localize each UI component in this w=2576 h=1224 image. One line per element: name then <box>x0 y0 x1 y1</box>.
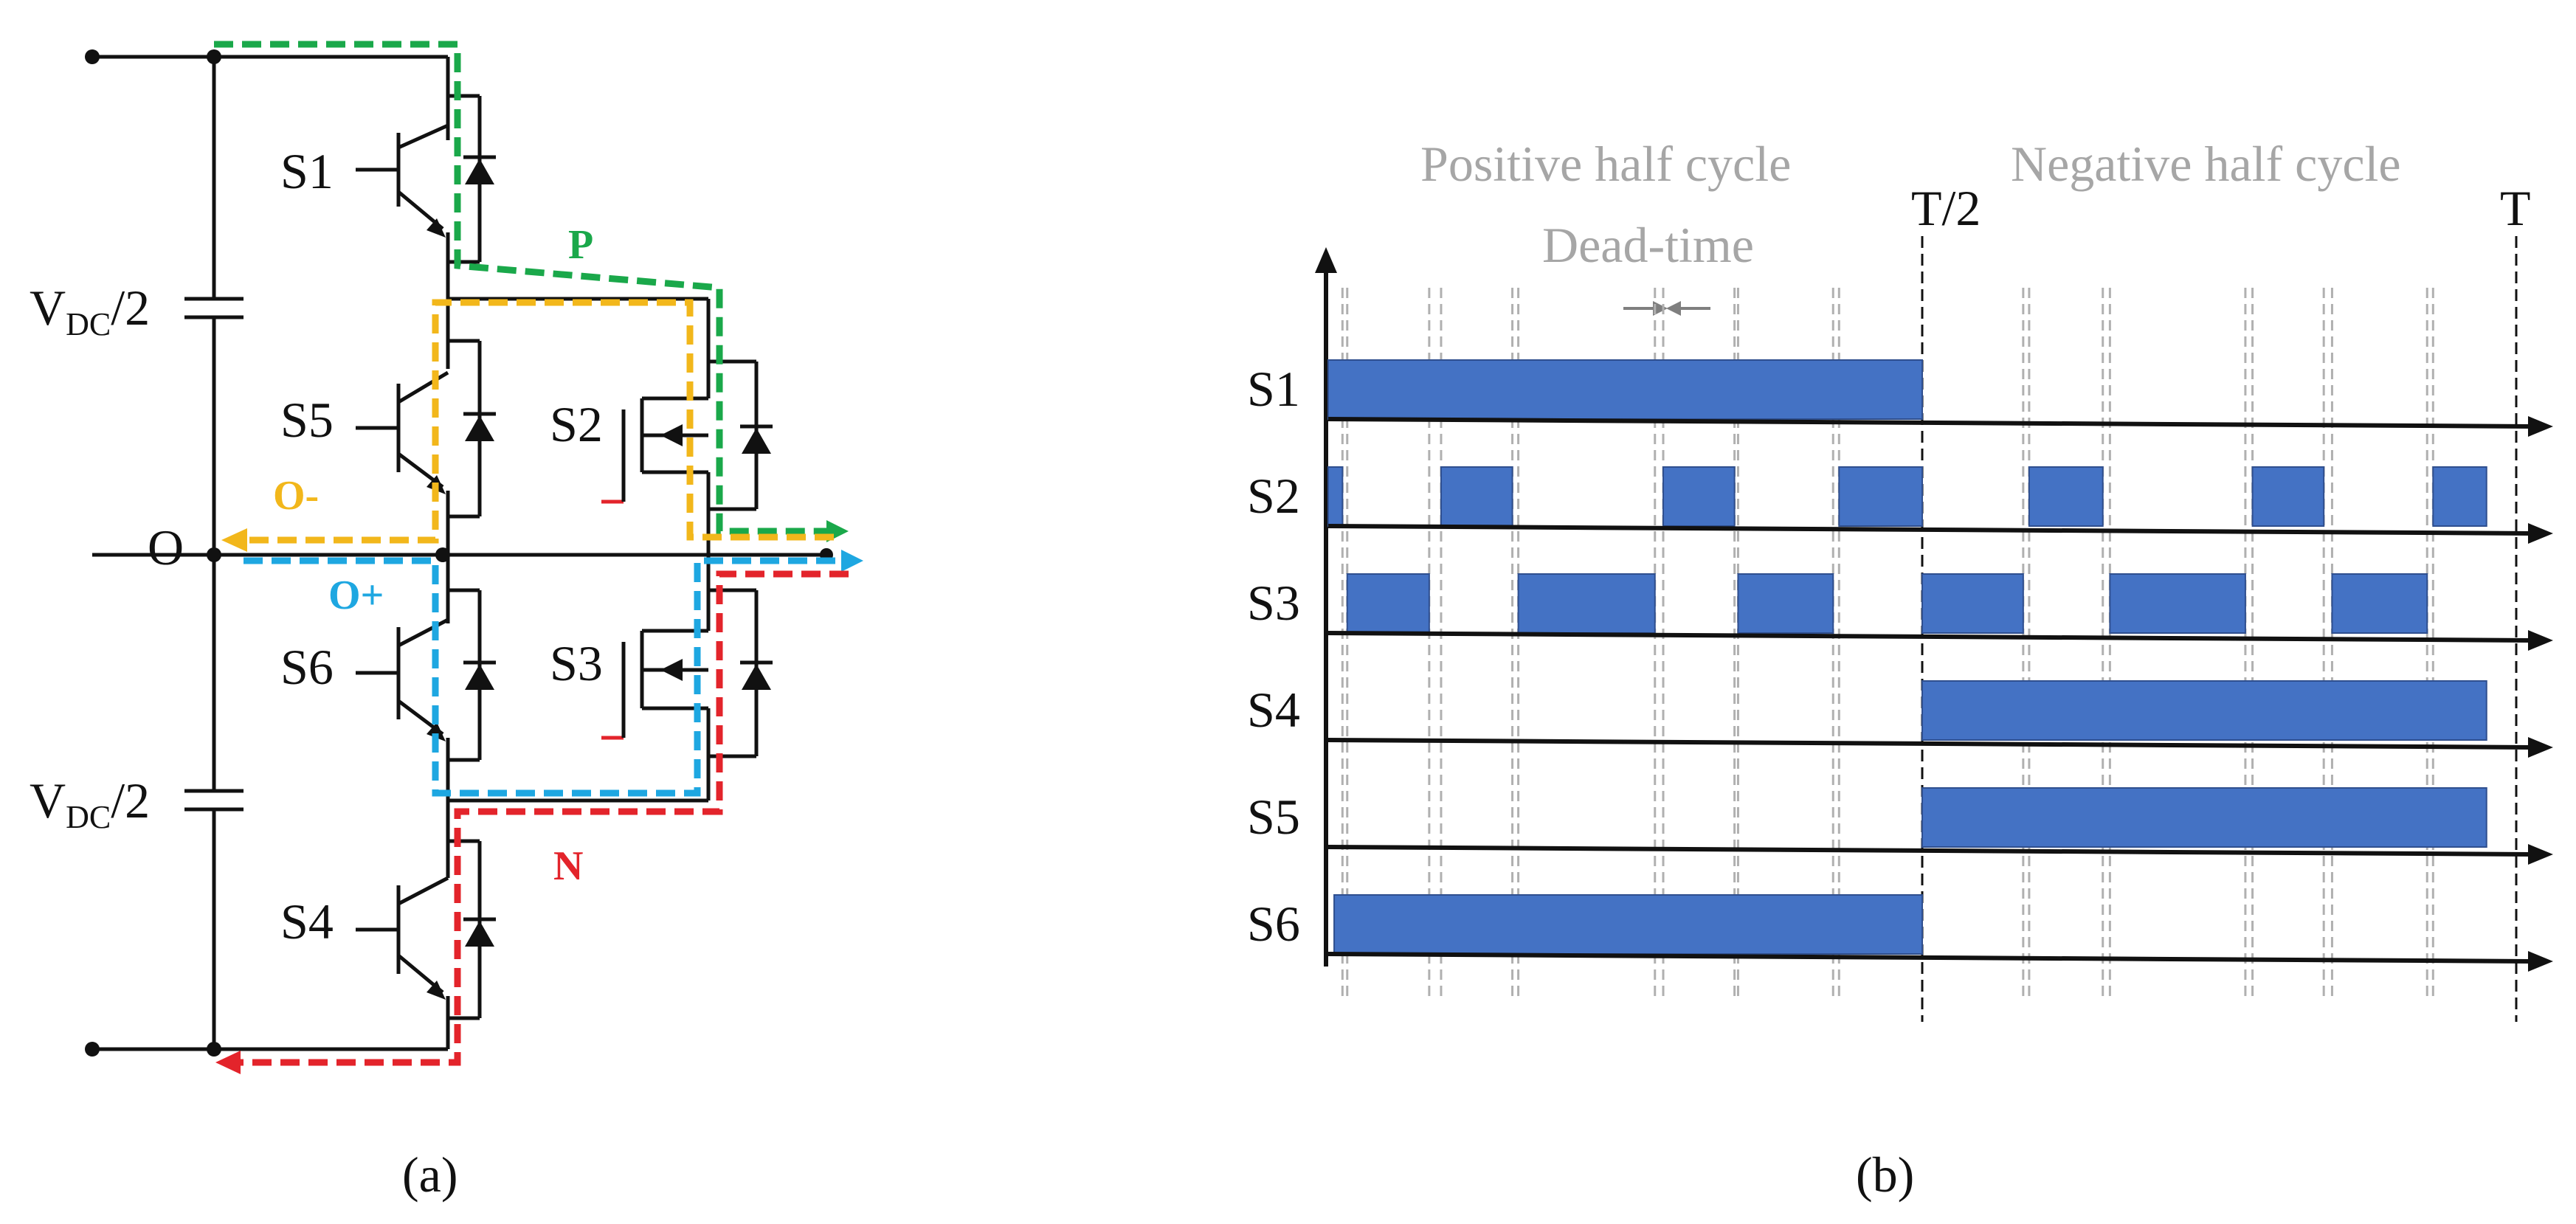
pulse-s5 <box>1921 787 2487 848</box>
pulse-s2 <box>2028 466 2104 527</box>
switch-s4 <box>356 801 496 1049</box>
capacitor-top <box>184 297 244 319</box>
pulse-s3 <box>1737 573 1834 634</box>
baseline-arrow <box>2528 630 2553 651</box>
baseline-s1 <box>1327 417 2539 429</box>
baseline-s4 <box>1327 738 2539 750</box>
pulse-s3 <box>1517 573 1656 634</box>
row-label-s5: S5 <box>1247 789 1300 845</box>
title-positive: Positive half cycle <box>1420 136 1791 192</box>
path-n-label: N <box>553 843 583 889</box>
pulse-s3 <box>1921 573 2024 634</box>
pulse-s3 <box>2331 573 2428 634</box>
neutral-label: O <box>148 519 184 575</box>
baseline-s5 <box>1327 845 2539 857</box>
switch-s5 <box>356 299 496 555</box>
circuit-panel: VDC/2 VDC/2 O S1 <box>30 41 863 1203</box>
dead-time-label: Dead-time <box>1542 217 1754 273</box>
switch-s2 <box>448 297 773 531</box>
pulse-s4 <box>1921 680 2487 741</box>
source-bottom-label: VDC/2 <box>30 772 150 835</box>
baseline-arrow <box>2528 844 2553 865</box>
path-o-minus <box>221 299 834 552</box>
dc-bus <box>85 49 450 1057</box>
pulse-s2 <box>2251 466 2325 527</box>
baseline-arrow <box>2528 737 2553 758</box>
label-s2: S2 <box>550 396 603 452</box>
baseline-arrow <box>2528 951 2553 972</box>
source-top-label: VDC/2 <box>30 280 150 342</box>
caption-a: (a) <box>402 1147 457 1203</box>
period-label: T <box>2500 180 2531 236</box>
timing-panel: Positive half cycle Negative half cycle … <box>1247 136 2553 1203</box>
pulse-s2 <box>1662 466 1736 527</box>
pulse-s2 <box>1838 466 1924 527</box>
row-label-s2: S2 <box>1247 468 1300 524</box>
path-o-plus <box>244 550 863 797</box>
path-o-minus-label: O- <box>273 473 319 519</box>
path-p <box>214 41 849 542</box>
timing-plot: S1 S2 S3 S4 S5 S6 <box>1247 236 2553 1022</box>
label-s4: S4 <box>280 893 334 950</box>
baseline-s3 <box>1327 631 2539 643</box>
label-s6: S6 <box>280 639 334 695</box>
path-n <box>215 570 849 1074</box>
baseline-s2 <box>1327 524 2539 536</box>
baseline-arrow <box>2528 523 2553 544</box>
baseline-arrow <box>2528 416 2553 437</box>
row-label-s1: S1 <box>1247 361 1300 417</box>
pulse-s6 <box>1333 894 1924 955</box>
axis-arrow-up <box>1315 247 1337 273</box>
pulse-s3 <box>1346 573 1430 634</box>
row-label-s4: S4 <box>1247 682 1300 738</box>
dead-time-indicator <box>1623 301 1710 316</box>
label-s1: S1 <box>280 143 334 199</box>
pulse-s2 <box>1327 466 1344 527</box>
title-negative: Negative half cycle <box>2011 136 2401 192</box>
path-o-plus-label: O+ <box>328 573 384 618</box>
pulse-s2 <box>1440 466 1513 527</box>
baseline-s6 <box>1327 952 2539 964</box>
pulse-s2 <box>2432 466 2487 527</box>
caption-b: (b) <box>1856 1147 1914 1203</box>
row-label-s3: S3 <box>1247 575 1300 631</box>
half-period-label: T/2 <box>1911 180 1981 236</box>
label-s5: S5 <box>280 392 334 448</box>
path-p-label: P <box>568 222 593 268</box>
capacitor-bottom <box>184 789 244 812</box>
switch-s1 <box>356 57 496 299</box>
switch-s3 <box>443 531 773 803</box>
label-s3: S3 <box>550 635 603 691</box>
pulse-s1 <box>1327 359 1923 420</box>
row-label-s6: S6 <box>1247 896 1300 952</box>
pulse-s3 <box>2109 573 2246 634</box>
